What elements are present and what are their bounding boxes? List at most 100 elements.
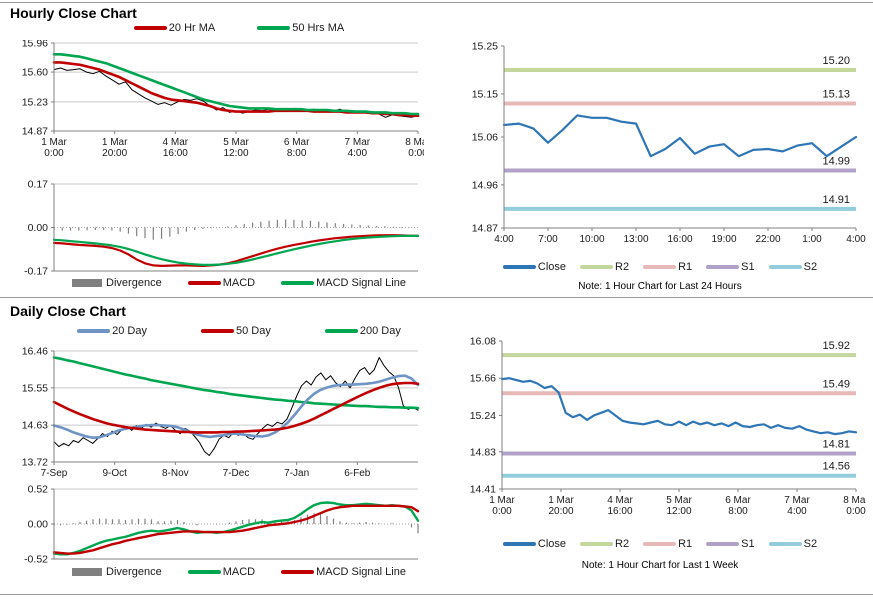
legend-item: S2 [768,261,818,273]
legend-item: R1 [643,261,692,273]
legend-item: R2 [580,538,629,550]
legend-swatch-close [502,542,536,546]
legend-swatch-s2 [768,265,802,269]
legend-label: 20 Hr MA [168,22,216,34]
svg-text:8-Nov: 8-Nov [162,468,189,479]
svg-text:15.60: 15.60 [22,67,48,79]
legend-swatch-r1 [643,265,677,269]
hourly-macd-legend: Divergence MACD MACD Signal Line [54,277,424,289]
legend-item: Close [502,261,567,273]
legend-swatch-s1 [706,265,740,269]
svg-text:-0.17: -0.17 [24,266,48,277]
svg-text:15.24: 15.24 [470,410,496,422]
legend-swatch-50day [201,329,234,333]
legend-item: Close [502,538,566,550]
legend-item: MACD [187,566,256,578]
legend-swatch-s1 [706,542,740,546]
legend-swatch-s2 [768,542,802,546]
legend-label: S1 [741,538,755,550]
legend-swatch-macd [187,281,221,285]
svg-text:-0.52: -0.52 [24,554,48,565]
legend-swatch-divergence [72,568,103,576]
svg-text:10:00: 10:00 [579,234,604,245]
daily-price-chart: 16.46 15.55 14.63 13.727-Sep 9-Oct 8-Nov 7-Dec… [22,346,420,479]
legend-label: 200 Day [359,325,401,337]
hourly-ma-legend: 20 Hr MA 50 Hrs MA [54,22,424,34]
bottom-divider [0,594,873,595]
svg-text:15.06: 15.06 [472,132,498,144]
svg-text:13.72: 13.72 [22,457,48,469]
legend-label: R1 [678,538,693,550]
svg-text:4:00: 4:00 [846,234,866,245]
legend-label: MACD [222,277,256,289]
svg-text:14.81: 14.81 [822,439,850,451]
svg-text:15.66: 15.66 [470,373,496,385]
legend-item: R2 [580,261,629,273]
legend-swatch-macd-signal [281,281,315,285]
svg-text:7-Dec: 7-Dec [223,468,250,479]
legend-label: MACD [222,566,256,578]
legend-label: S2 [803,261,818,273]
svg-text:14.99: 14.99 [822,156,850,168]
legend-item: S1 [706,261,755,273]
legend-swatch-close [502,265,536,269]
svg-text:0.17: 0.17 [28,179,49,191]
svg-text:14.56: 14.56 [822,461,850,473]
legend-item: 50 Day [201,325,271,337]
daily-ma-legend: 20 Day 50 Day 200 Day [54,325,424,337]
svg-text:15.23: 15.23 [22,96,48,108]
svg-text:15.13: 15.13 [822,88,850,100]
svg-text:7-Jan: 7-Jan [284,468,309,479]
legend-label: R1 [678,261,693,273]
legend-label: MACD Signal Line [316,277,406,289]
svg-text:1:00: 1:00 [802,234,822,245]
svg-text:14.87: 14.87 [472,223,498,235]
svg-text:0.52: 0.52 [28,484,49,496]
svg-text:15.15: 15.15 [472,88,498,100]
svg-text:14.41: 14.41 [470,484,496,496]
daily-section-title: Daily Close Chart [10,303,126,319]
daily-macd-legend: Divergence MACD MACD Signal Line [54,566,424,578]
svg-text:0.00: 0.00 [28,519,49,531]
legend-item: R1 [643,538,692,550]
svg-text:14.83: 14.83 [470,446,496,458]
legend-item: MACD [187,277,256,289]
svg-text:14.96: 14.96 [472,179,498,191]
svg-text:7:00: 7:00 [538,234,558,245]
legend-swatch-r1 [643,542,677,546]
legend-item: 50 Hrs MA [257,22,344,34]
legend-swatch-200day [324,329,358,333]
legend-swatch-50hr-ma [257,26,291,30]
svg-text:15.49: 15.49 [822,378,850,390]
legend-label: 50 Day [236,325,271,337]
legend-item: S1 [706,538,755,550]
hourly-price-chart: 15.96 15.60 15.23 14.871 Mar 0:00 1 Mar 20:00 4… [22,40,424,159]
legend-label: Close [537,261,567,273]
legend-item: Divergence [72,566,162,578]
legend-item: S2 [768,538,818,550]
top-divider [0,2,873,3]
svg-text:9-Oct: 9-Oct [102,468,127,479]
svg-text:13:00: 13:00 [623,234,648,245]
legend-item: MACD Signal Line [281,277,406,289]
legend-swatch-macd [187,570,221,574]
legend-swatch-r2 [580,265,614,269]
legend-label: S1 [741,261,755,273]
legend-label: S2 [803,538,818,550]
svg-text:15.25: 15.25 [472,41,498,53]
legend-label: 20 Day [112,325,147,337]
section-divider [0,297,873,298]
hourly-section-title: Hourly Close Chart [10,5,137,21]
